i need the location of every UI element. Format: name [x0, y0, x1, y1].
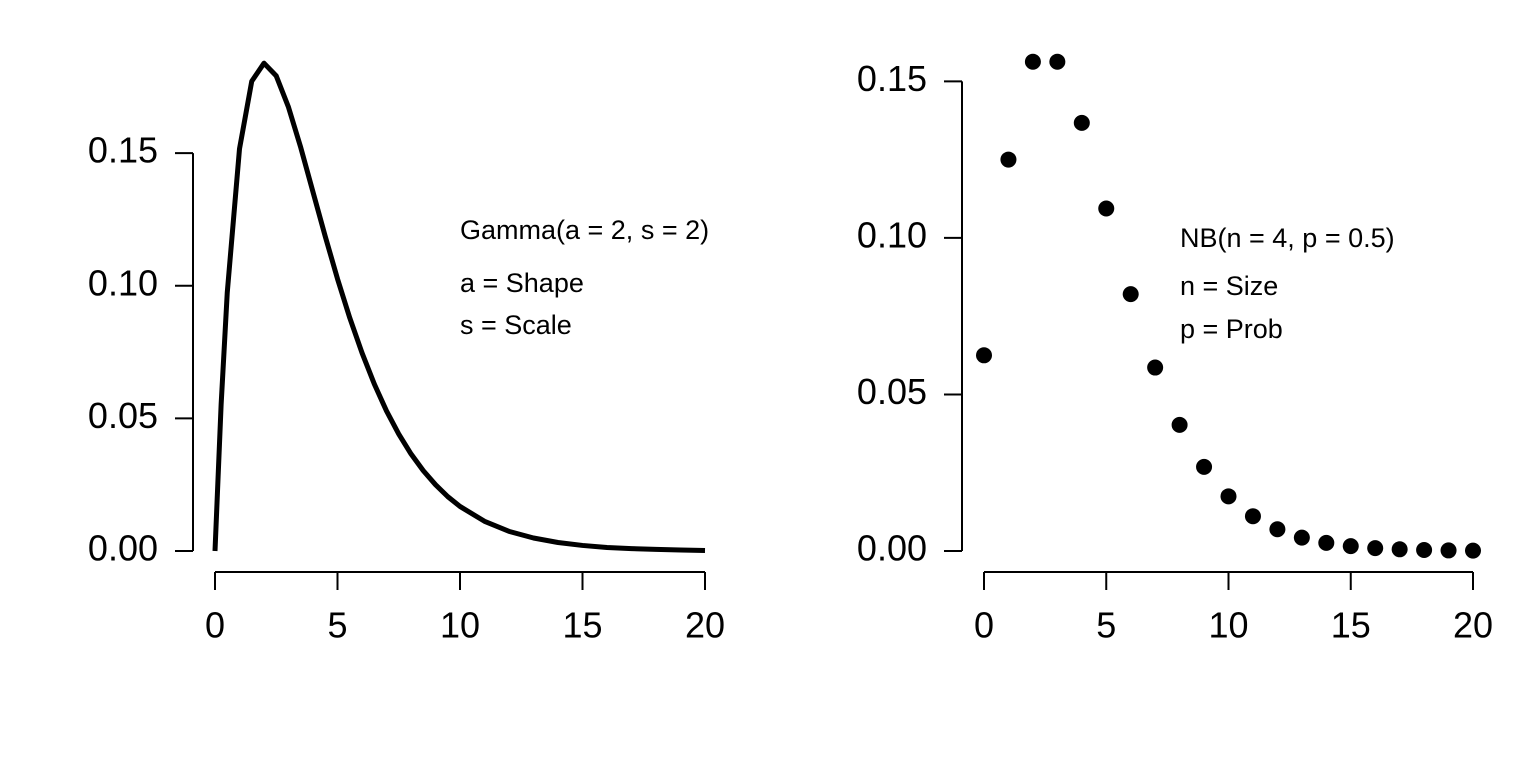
- point: [1440, 542, 1457, 559]
- point: [1196, 458, 1213, 475]
- point: [1000, 151, 1017, 168]
- y-tick-label: 0.10: [88, 262, 158, 303]
- x-tick-label: 15: [562, 605, 602, 646]
- point: [1465, 542, 1481, 559]
- y-tick-label: 0.15: [857, 58, 927, 99]
- point: [1416, 541, 1433, 558]
- point: [1367, 540, 1384, 557]
- x-tick-label: 20: [1453, 605, 1493, 646]
- x-tick-label: 10: [1208, 605, 1248, 646]
- point: [1318, 534, 1335, 551]
- annotation: Gamma(a = 2, s = 2): [460, 215, 709, 245]
- annotation: a = Shape: [460, 268, 584, 298]
- y-tick-label: 0.05: [857, 371, 927, 412]
- annotation: s = Scale: [460, 310, 572, 340]
- point: [1391, 541, 1408, 558]
- point: [1342, 538, 1359, 555]
- annotation: p = Prob: [1180, 314, 1283, 344]
- x-tick-label: 10: [440, 605, 480, 646]
- point: [1122, 286, 1139, 303]
- x-tick-label: 5: [327, 605, 347, 646]
- point: [1293, 529, 1310, 546]
- density-line: [212, 60, 706, 553]
- x-tick-label: 0: [974, 605, 994, 646]
- y-tick-label: 0.00: [857, 528, 927, 569]
- x-tick-label: 5: [1096, 605, 1116, 646]
- point: [976, 347, 992, 364]
- point: [1244, 508, 1261, 525]
- x-tick-label: 20: [685, 605, 725, 646]
- y-tick-label: 0.15: [88, 130, 158, 171]
- y-tick-label: 0.05: [88, 395, 158, 436]
- point: [1098, 200, 1115, 217]
- y-tick-label: 0.00: [88, 528, 158, 569]
- point: [1269, 521, 1286, 538]
- annotation: n = Size: [1180, 271, 1278, 301]
- point: [1024, 53, 1041, 70]
- point: [1171, 416, 1188, 433]
- point: [1073, 114, 1090, 131]
- point: [1220, 488, 1237, 505]
- x-tick-label: 0: [205, 605, 225, 646]
- x-tick-label: 15: [1331, 605, 1371, 646]
- point: [1049, 53, 1066, 70]
- annotation: NB(n = 4, p = 0.5): [1180, 223, 1395, 253]
- point: [1147, 359, 1164, 376]
- y-tick-label: 0.10: [857, 214, 927, 255]
